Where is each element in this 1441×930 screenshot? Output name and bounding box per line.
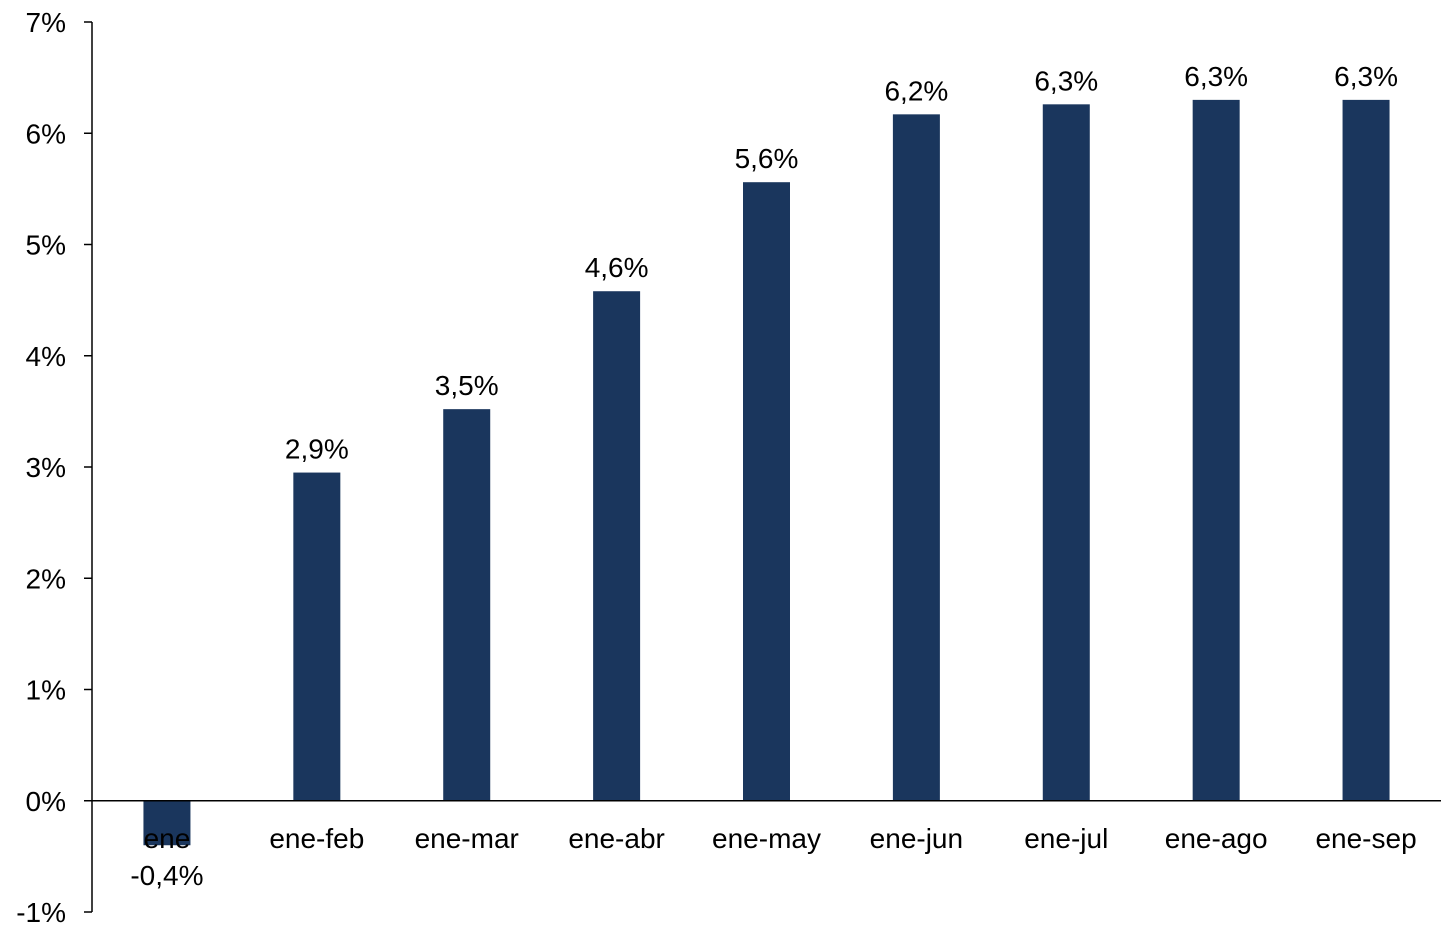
data-label: 6,2%	[884, 75, 948, 106]
data-label: 3,5%	[435, 370, 499, 401]
bar-ene-sep	[1342, 99, 1390, 801]
data-label: 4,6%	[585, 252, 649, 283]
y-tick-label: 3%	[26, 452, 66, 483]
y-tick-label: 2%	[26, 563, 66, 594]
y-tick-label: 1%	[26, 675, 66, 706]
y-axis: 7% 6% 5% 4% 3% 2% 1% 0% -1%	[16, 7, 93, 928]
bars	[143, 99, 1390, 846]
x-tick-label: ene-may	[712, 823, 821, 854]
x-tick-label: ene	[144, 823, 191, 854]
x-tick-label: ene-abr	[568, 823, 665, 854]
y-tick-label: 7%	[26, 7, 66, 38]
y-tick-label: 0%	[26, 786, 66, 817]
x-tick-label: ene-jul	[1024, 823, 1108, 854]
bar-ene-feb	[293, 472, 341, 801]
x-axis: ene ene-feb ene-mar ene-abr ene-may ene-jun en…	[92, 800, 1441, 854]
data-label: 6,3%	[1334, 61, 1398, 92]
y-tick-label: 5%	[26, 230, 66, 261]
x-tick-label: ene-ago	[1165, 823, 1268, 854]
x-tick-label: ene-mar	[415, 823, 519, 854]
data-label: -0,4%	[130, 860, 203, 891]
x-tick-label: ene-sep	[1315, 823, 1416, 854]
data-label: 6,3%	[1184, 61, 1248, 92]
bar-ene-jul	[1042, 104, 1090, 801]
x-tick-label: ene-feb	[269, 823, 364, 854]
bar-ene-jun	[892, 114, 940, 801]
data-label: 5,6%	[735, 143, 799, 174]
data-label: 2,9%	[285, 434, 349, 465]
data-label: 6,3%	[1034, 65, 1098, 96]
y-tick-label: -1%	[16, 897, 66, 925]
bar-ene-mar	[443, 409, 491, 801]
bar-ene-ago	[1192, 99, 1240, 801]
bar-ene-abr	[593, 291, 641, 801]
data-labels: -0,4% 2,9% 3,5% 4,6% 5,6% 6,2% 6,3% 6,3% 6,3%	[130, 61, 1398, 891]
bar-ene-may	[743, 182, 790, 801]
x-tick-label: ene-jun	[870, 823, 963, 854]
y-tick-label: 6%	[26, 118, 66, 149]
y-tick-label: 4%	[26, 341, 66, 372]
bar-ene	[143, 800, 191, 846]
